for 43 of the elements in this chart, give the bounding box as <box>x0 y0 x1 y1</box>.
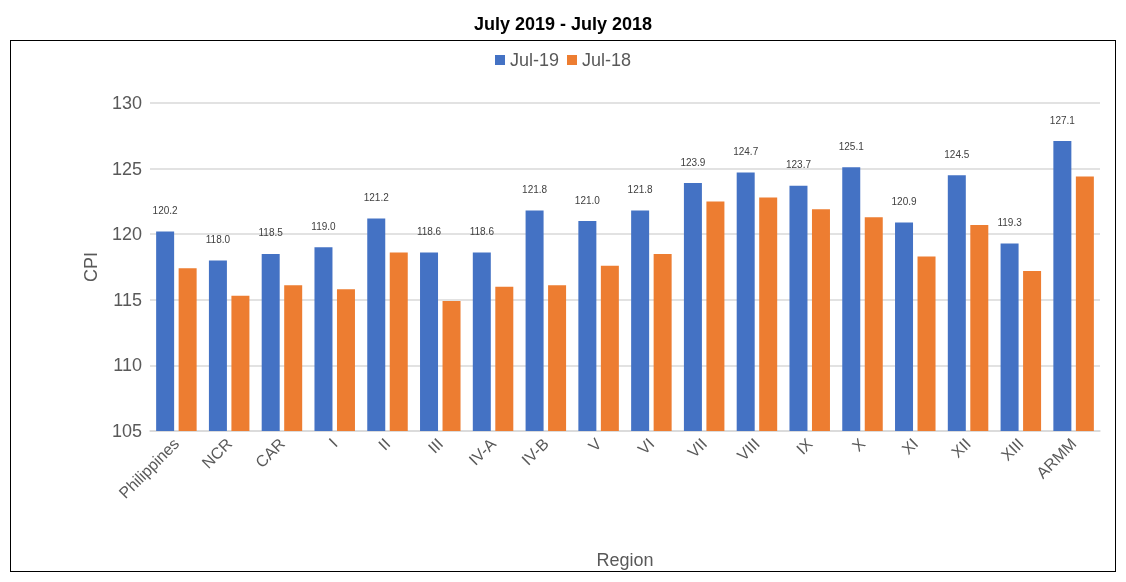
x-tick-label: X <box>848 434 869 455</box>
data-label: 123.9 <box>680 156 706 168</box>
data-label: 118.6 <box>469 226 495 238</box>
data-label: 118.5 <box>258 227 284 239</box>
data-label: 123.7 <box>785 159 812 171</box>
data-label: 121.2 <box>363 191 390 203</box>
data-label: 127.1 <box>1049 114 1076 126</box>
x-tick-label: IV-B <box>518 434 552 469</box>
x-tick-label: I <box>325 434 341 451</box>
x-tick-label: XII <box>948 434 975 461</box>
y-tick-label: 105 <box>111 421 142 441</box>
y-tick-label: 125 <box>111 158 142 179</box>
x-tick-label: VII <box>684 434 711 461</box>
x-tick-label: III <box>424 434 447 457</box>
chart-title: July 2019 - July 2018 <box>473 14 653 34</box>
legend-label: Jul-18 <box>582 50 632 70</box>
x-tick-label: IV-A <box>465 434 500 469</box>
data-label: 119.0 <box>311 220 337 232</box>
x-tick-label: V <box>585 434 605 455</box>
y-tick-label: 115 <box>113 289 142 310</box>
y-tick-label: 130 <box>111 93 142 113</box>
x-tick-label: XI <box>898 434 922 458</box>
x-tick-label: II <box>375 434 394 454</box>
data-label: 118.6 <box>416 226 442 238</box>
data-label: 119.3 <box>997 216 1023 228</box>
x-axis-title: Region <box>596 550 654 570</box>
data-label: 124.5 <box>944 148 970 160</box>
data-label: 118.0 <box>205 233 231 245</box>
data-label: 124.7 <box>733 146 759 158</box>
data-label: 121.0 <box>574 194 601 206</box>
data-label: 121.8 <box>522 184 548 196</box>
data-label: 120.9 <box>891 195 917 207</box>
data-label: 120.2 <box>152 205 179 217</box>
x-tick-label: XIII <box>997 434 1027 464</box>
x-tick-label: VI <box>634 434 658 458</box>
data-label: 125.1 <box>838 140 865 152</box>
x-tick-label: IX <box>793 434 816 458</box>
y-tick-label: 120 <box>111 224 142 245</box>
y-axis-title: CPI <box>81 251 101 283</box>
y-tick-label: 110 <box>113 355 142 376</box>
data-label: 121.8 <box>627 184 654 196</box>
x-tick-label: VIII <box>733 434 763 464</box>
legend-label: Jul-19 <box>509 50 560 70</box>
